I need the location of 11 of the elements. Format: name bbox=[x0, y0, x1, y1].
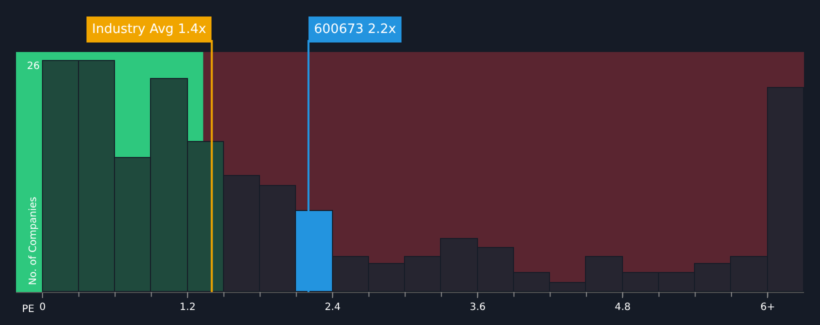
annotation: 26 bbox=[27, 61, 40, 72]
x-tick-label: 4.8 bbox=[614, 302, 631, 313]
x-tick-label: 0 bbox=[39, 302, 46, 313]
x-tick-label: 3.6 bbox=[470, 302, 486, 313]
x-axis-title: PE bbox=[22, 304, 34, 315]
x-tick-label: 6+ bbox=[760, 302, 776, 313]
ref-line-label: Industry Avg 1.4x bbox=[92, 22, 206, 37]
x-tick-label: 2.4 bbox=[324, 302, 341, 313]
y-axis-title: No. of Companies bbox=[28, 196, 39, 286]
ref-line-label: 600673 2.2x bbox=[314, 22, 396, 37]
x-tick-label: 1.2 bbox=[180, 302, 196, 313]
